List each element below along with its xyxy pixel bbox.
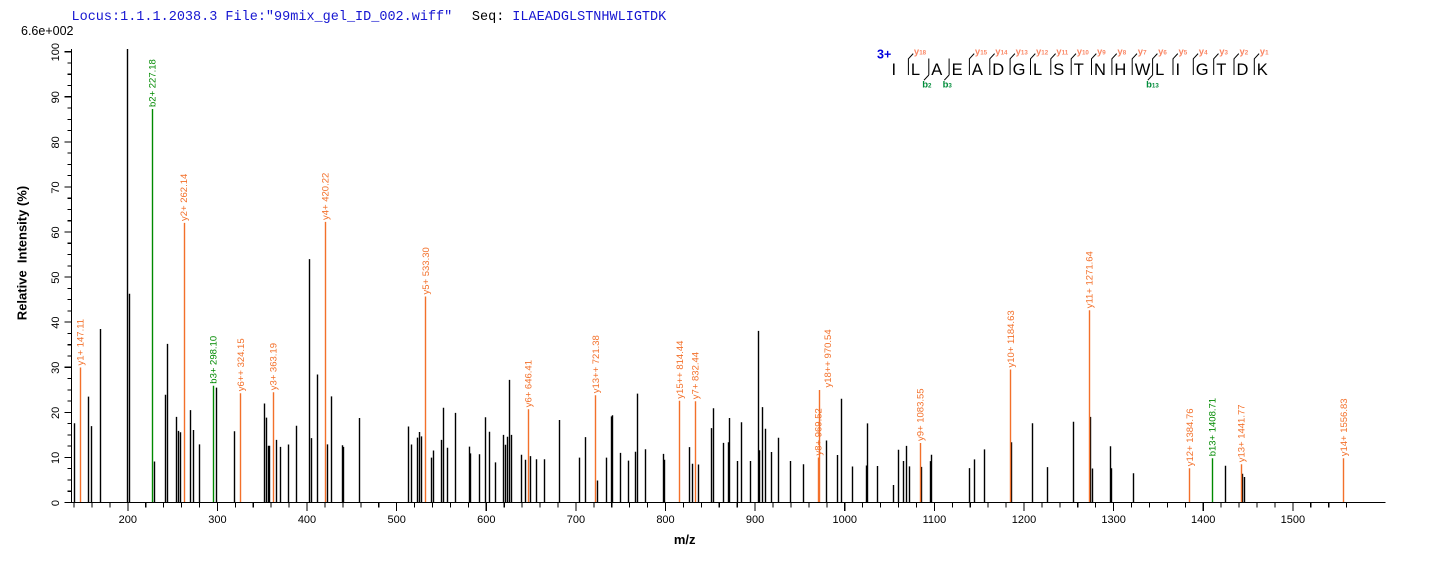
svg-text:y5+ 533.30: y5+ 533.30 <box>421 247 432 294</box>
svg-text:I: I <box>1176 61 1181 79</box>
svg-text:y1: y1 <box>1260 47 1269 58</box>
svg-text:y7: y7 <box>1138 47 1147 58</box>
svg-text:y2: y2 <box>1240 47 1249 58</box>
svg-text:400: 400 <box>298 514 316 526</box>
svg-text:y10+ 1184.63: y10+ 1184.63 <box>1006 310 1017 367</box>
svg-text:0: 0 <box>50 500 62 506</box>
svg-text:y4: y4 <box>1199 47 1208 58</box>
svg-text:200: 200 <box>119 514 137 526</box>
svg-text:I: I <box>892 61 897 79</box>
svg-text:y6: y6 <box>1158 47 1167 58</box>
svg-text:y9: y9 <box>1097 47 1106 58</box>
svg-text:30: 30 <box>50 362 62 374</box>
svg-text:y14: y14 <box>995 47 1008 58</box>
svg-text:1000: 1000 <box>833 514 857 526</box>
svg-text:1100: 1100 <box>923 514 947 526</box>
svg-text:b13: b13 <box>1146 80 1159 91</box>
svg-text:y14+ 1556.83: y14+ 1556.83 <box>1339 398 1350 456</box>
svg-text:20: 20 <box>50 407 62 419</box>
svg-text:y12+ 1384.76: y12+ 1384.76 <box>1185 408 1196 466</box>
svg-text:L: L <box>1155 61 1164 79</box>
svg-text:m/z: m/z <box>674 532 696 547</box>
svg-text:y6++ 324.15: y6++ 324.15 <box>236 338 247 391</box>
svg-text:D: D <box>1237 61 1249 79</box>
svg-text:b3: b3 <box>943 80 953 91</box>
svg-text:y9+ 1083.55: y9+ 1083.55 <box>915 388 926 441</box>
svg-text:y3+ 363.19: y3+ 363.19 <box>269 343 280 390</box>
svg-text:L: L <box>1033 61 1042 79</box>
svg-text:6.6e+002: 6.6e+002 <box>21 24 74 38</box>
svg-text:y12: y12 <box>1036 47 1049 58</box>
svg-text:60: 60 <box>50 226 62 238</box>
svg-text:50: 50 <box>50 271 62 283</box>
svg-text:y8: y8 <box>1117 47 1126 58</box>
svg-text:1300: 1300 <box>1101 514 1125 526</box>
svg-text:y13+ 1441.77: y13+ 1441.77 <box>1236 404 1247 462</box>
svg-text:y4+ 420.22: y4+ 420.22 <box>321 173 332 220</box>
svg-text:1500: 1500 <box>1281 514 1305 526</box>
svg-text:10: 10 <box>50 452 62 464</box>
svg-text:W: W <box>1135 61 1151 79</box>
svg-text:600: 600 <box>477 514 495 526</box>
svg-text:Locus:1.1.1.2038.3 File:"99mix: Locus:1.1.1.2038.3 File:"99mix_gel_ID_00… <box>72 10 453 25</box>
svg-text:y10: y10 <box>1077 47 1090 58</box>
svg-text:y8+ 969.52: y8+ 969.52 <box>814 408 825 455</box>
svg-text:800: 800 <box>656 514 674 526</box>
svg-text:100: 100 <box>50 43 62 61</box>
svg-text:S: S <box>1053 61 1064 79</box>
svg-text:40: 40 <box>50 317 62 329</box>
svg-text:y5: y5 <box>1179 47 1188 58</box>
svg-text:70: 70 <box>50 181 62 193</box>
svg-text:y18++ 970.54: y18++ 970.54 <box>823 329 834 387</box>
svg-text:L: L <box>911 61 920 79</box>
svg-text:E: E <box>952 61 963 79</box>
svg-text:80: 80 <box>50 136 62 148</box>
svg-text:G: G <box>1013 61 1026 79</box>
svg-text:Relative Intensity (%): Relative Intensity (%) <box>15 186 30 320</box>
svg-text:3+: 3+ <box>877 48 891 62</box>
svg-text:y1+ 147.11: y1+ 147.11 <box>76 319 87 366</box>
svg-text:y2+ 262.14: y2+ 262.14 <box>179 174 190 221</box>
svg-text:1400: 1400 <box>1191 514 1215 526</box>
svg-text:1200: 1200 <box>1012 514 1036 526</box>
svg-text:b3+ 298.10: b3+ 298.10 <box>209 336 220 384</box>
svg-text:A: A <box>972 61 983 79</box>
svg-text:90: 90 <box>50 91 62 103</box>
svg-text:y3: y3 <box>1219 47 1228 58</box>
svg-text:y11: y11 <box>1056 47 1068 58</box>
svg-text:b13+ 1408.71: b13+ 1408.71 <box>1208 398 1219 456</box>
svg-text:700: 700 <box>567 514 585 526</box>
svg-text:y15++ 814.44: y15++ 814.44 <box>675 341 686 399</box>
svg-text:y11+ 1271.64: y11+ 1271.64 <box>1085 251 1096 308</box>
svg-text:N: N <box>1094 61 1106 79</box>
svg-text:b2+ 227.18: b2+ 227.18 <box>148 59 159 107</box>
svg-text:K: K <box>1257 61 1268 79</box>
svg-text:D: D <box>992 61 1004 79</box>
svg-text:b2: b2 <box>922 80 932 91</box>
svg-text:y18: y18 <box>914 47 927 58</box>
svg-text:y7+ 832.44: y7+ 832.44 <box>690 352 701 399</box>
svg-text:H: H <box>1114 61 1126 79</box>
svg-text:y13++ 721.38: y13++ 721.38 <box>591 335 602 393</box>
svg-text:300: 300 <box>208 514 226 526</box>
svg-text:G: G <box>1196 61 1209 79</box>
svg-text:y15: y15 <box>975 47 988 58</box>
svg-text:y6+ 646.41: y6+ 646.41 <box>524 360 535 407</box>
svg-text:500: 500 <box>388 514 406 526</box>
svg-text:T: T <box>1074 61 1084 79</box>
svg-text:ILAEADGLSTNHWLIGTDK: ILAEADGLSTNHWLIGTDK <box>512 10 667 25</box>
svg-text:Seq:: Seq: <box>472 10 504 25</box>
svg-text:T: T <box>1216 61 1226 79</box>
svg-text:900: 900 <box>746 514 764 526</box>
svg-text:y13: y13 <box>1016 47 1029 58</box>
svg-text:A: A <box>931 61 942 79</box>
